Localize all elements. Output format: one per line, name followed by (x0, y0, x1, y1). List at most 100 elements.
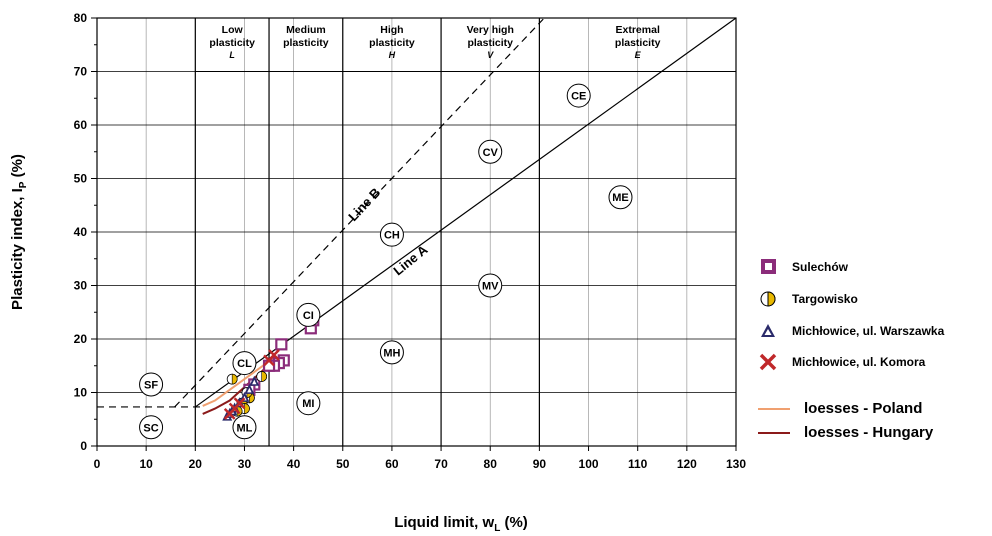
zone-label-line1: Low (222, 24, 244, 36)
zone-code: H (389, 50, 396, 60)
soil-class-label: CV (483, 147, 499, 159)
point-targowisko-fill (231, 373, 238, 385)
soil-class-label: CE (571, 91, 586, 103)
point-sulechow (275, 338, 288, 351)
soil-class-circle (232, 351, 257, 376)
y-tick-label: 50 (74, 172, 88, 186)
y-tick-label: 30 (74, 279, 88, 293)
soil-class-markers: SF SC CL ML CI MI CH MH CV MV CE ME (139, 83, 633, 440)
x-tick-label: 40 (287, 457, 301, 471)
zone-label-line1: Very high (467, 24, 514, 36)
soil-class-label: ME (612, 192, 629, 204)
soil-class-label: CL (237, 358, 252, 370)
grid (96, 17, 737, 447)
y-tick-label: 10 (74, 386, 88, 400)
zone-label-line1: Medium (286, 24, 326, 36)
zone-label-line1: High (380, 24, 403, 36)
legend-label: Michłowice, ul. Komora (792, 355, 926, 369)
zone-label-line1: Extremal (616, 24, 660, 36)
half-circle-marker-icon (760, 291, 776, 307)
point-warszawka-inner (252, 379, 257, 385)
x-tick-label: 30 (238, 457, 252, 471)
soil-class-circle (478, 273, 503, 298)
x-tick-label: 60 (385, 457, 399, 471)
classification-lines (97, 17, 737, 408)
soil-class-label: MI (302, 398, 314, 410)
soil-class-label: CH (384, 230, 400, 242)
y-tick-label: 80 (74, 11, 88, 25)
soil-class-circle (139, 372, 164, 397)
zone-label-line2: plasticity (369, 37, 415, 49)
legend-label: loesses - Poland (804, 400, 923, 417)
x-tick-label: 50 (336, 457, 350, 471)
zone-label-line2: plasticity (209, 37, 255, 49)
legend-label: loesses - Hungary (804, 424, 934, 441)
soil-class-label: MH (383, 347, 400, 359)
x-tick-label: 120 (677, 457, 697, 471)
zone-code: E (635, 50, 642, 60)
line-a-label: Line A (390, 242, 430, 279)
zone-label-line2: plasticity (467, 37, 513, 49)
zone-code: L (229, 50, 235, 60)
x-tick-label: 100 (579, 457, 599, 471)
soil-class-circle (379, 222, 404, 247)
soil-class-label: MV (482, 281, 499, 293)
soil-class-label: ML (237, 422, 253, 434)
soil-class-circle (566, 83, 591, 108)
legend-targowisko: Targowisko (758, 289, 858, 309)
square-marker-icon (761, 259, 776, 274)
legend-loess-hungary: loesses - Hungary (758, 424, 933, 441)
x-tick-label: 90 (533, 457, 547, 471)
x-tick-label: 10 (139, 457, 153, 471)
x-tick-label: 0 (94, 457, 101, 471)
x-tick-label: 110 (628, 457, 648, 471)
y-tick-label: 70 (74, 65, 88, 79)
hungary-line-swatch (758, 431, 790, 434)
soil-class-circle (608, 185, 633, 210)
plasticity-zone-labels: LowplasticityLMediumplasticityHighplasti… (209, 24, 660, 60)
poland-line-swatch (758, 407, 790, 410)
x-tick-label: 80 (484, 457, 498, 471)
y-tick-label: 20 (74, 332, 88, 346)
triangle-marker-icon (761, 324, 775, 337)
soil-class-circle (232, 415, 257, 440)
y-tick-label: 0 (80, 439, 87, 453)
legend-michlowice-warszawka: Michłowice, ul. Warszawka (758, 321, 944, 341)
legend-label: Sulechów (792, 260, 849, 274)
x-axis-title: Liquid limit, wL (%) (394, 514, 528, 534)
zone-label-line2: plasticity (283, 37, 329, 49)
soil-class-circle (478, 139, 503, 164)
soil-class-label: SF (144, 379, 158, 391)
soil-class-circle (296, 302, 321, 327)
x-marker-icon (759, 353, 777, 371)
point-targowisko-fill (244, 403, 250, 414)
legend-label: Michłowice, ul. Warszawka (792, 324, 945, 338)
legend-sulechow: Sulechów (758, 257, 848, 277)
zone-label-line2: plasticity (615, 37, 661, 49)
x-tick-label: 20 (189, 457, 203, 471)
soil-class-circle (379, 340, 404, 365)
soil-class-circle (296, 391, 321, 416)
x-tick-label: 130 (726, 457, 746, 471)
soil-class-circle (139, 415, 164, 440)
loess-curve (202, 356, 275, 407)
soil-class-label: SC (143, 422, 158, 434)
y-tick-label: 40 (74, 225, 88, 239)
zone-code: V (487, 50, 494, 60)
point-komora (263, 354, 275, 367)
legend-label: Targowisko (792, 292, 858, 306)
y-tick-label: 60 (74, 118, 88, 132)
point-targowisko-fill (261, 371, 267, 382)
point-komora (223, 408, 236, 420)
axis-ticks: 0 10 20 30 40 50 60 70 80 90 100 110 120 130 0 10 20 30 40… (74, 11, 747, 471)
x-tick-label: 70 (434, 457, 448, 471)
legend-michlowice-komora: Michłowice, ul. Komora (758, 352, 925, 372)
y-axis-title: Plasticity index, IP (%) (9, 154, 29, 310)
legend-loess-poland: loesses - Poland (758, 400, 922, 417)
data-points (222, 314, 320, 421)
line-b (174, 17, 545, 408)
line-b-label: Line B (345, 185, 383, 224)
soil-class-label: CI (303, 310, 314, 322)
point-warszawka-inner (247, 387, 252, 393)
